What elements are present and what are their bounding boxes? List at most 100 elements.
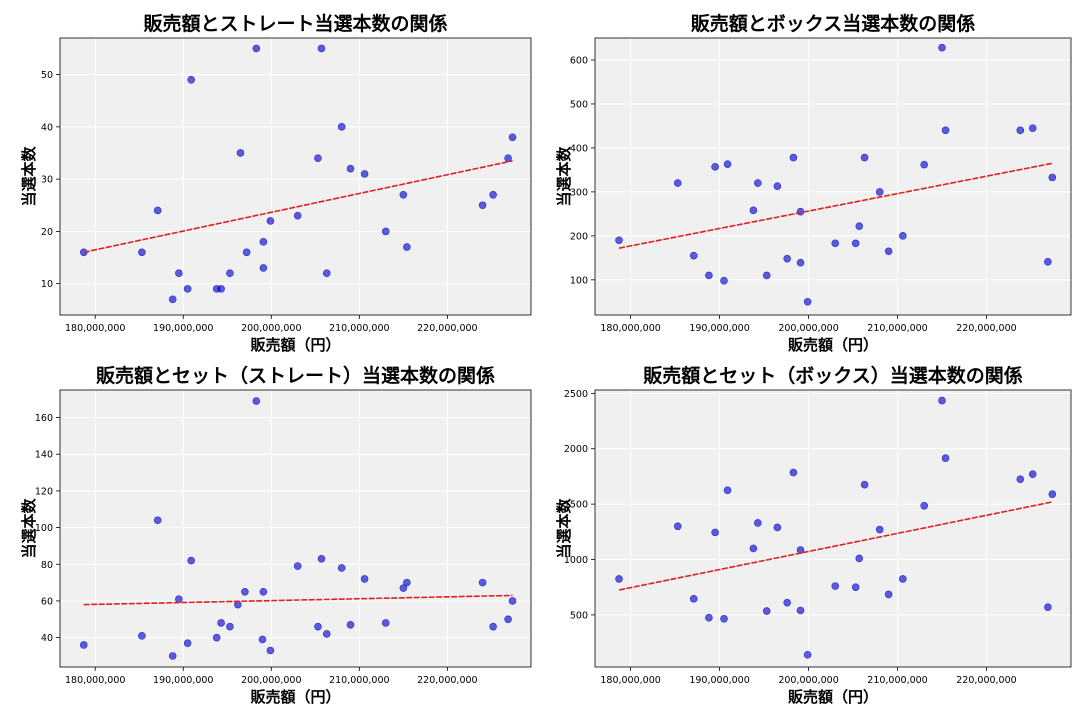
data-point [754, 519, 762, 527]
x-tick-label: 220,000,000 [956, 323, 1016, 334]
data-point [138, 248, 146, 257]
data-point [1028, 470, 1037, 479]
chart-title: 販売額とセット（ストレート）当選本数の関係 [96, 364, 495, 387]
chart-panel-1: 180,000,000 190,000,000 200,000,000 210,000… [20, 12, 532, 354]
x-axis-label: 販売額（円） [788, 336, 878, 354]
data-point [226, 269, 234, 277]
data-point [259, 264, 268, 272]
data-point [689, 251, 698, 260]
data-point [773, 523, 782, 532]
x-tick-label: 180,000,000 [65, 323, 125, 334]
chart-panel-3: 180,000,000 190,000,000 200,000,000 210,000… [20, 364, 532, 706]
data-point [831, 239, 840, 248]
y-tick-label: 10 [41, 279, 53, 290]
data-point [803, 651, 812, 659]
data-point [337, 123, 346, 131]
data-point [783, 598, 791, 607]
data-point [346, 164, 355, 173]
data-point [266, 646, 275, 655]
chart-title: 販売額とセット（ボックス）当選本数の関係 [643, 364, 1022, 387]
trend-line [83, 160, 513, 254]
data-point [360, 575, 369, 583]
data-point [860, 153, 869, 162]
data-point [183, 639, 192, 647]
data-point [615, 236, 623, 245]
y-tick-label: 2000 [564, 444, 588, 455]
data-point [259, 238, 268, 246]
y-tick-label: 160 [35, 413, 53, 424]
plot-area [595, 390, 1071, 667]
plot-frame [59, 37, 532, 316]
data-point [673, 179, 682, 187]
plot-frame [59, 389, 532, 668]
data-point [720, 615, 728, 623]
data-point [489, 190, 497, 199]
x-tick-label: 190,000,000 [153, 675, 213, 686]
x-tick-label: 210,000,000 [867, 675, 927, 686]
x-tick-label: 190,000,000 [689, 323, 749, 334]
y-tick-label: 1000 [564, 555, 588, 566]
data-point [258, 635, 267, 644]
y-tick-label: 80 [41, 560, 53, 571]
y-tick-label: 40 [41, 633, 53, 644]
chart-title: 販売額とストレート当選本数の関係 [143, 12, 447, 35]
data-point [875, 188, 884, 196]
trend-line [83, 594, 513, 606]
data-point [762, 607, 771, 615]
data-point [153, 206, 162, 215]
data-point [346, 621, 355, 629]
chart-panel-2: 180,000,000 190,000,000 200,000,000 210,000… [555, 12, 1072, 354]
data-point [749, 206, 758, 215]
data-point [860, 480, 869, 489]
data-point [168, 295, 177, 304]
data-point [403, 243, 411, 251]
data-point [266, 217, 275, 225]
y-tick-label: 500 [570, 99, 588, 110]
y-tick-label: 100 [570, 275, 588, 286]
data-point [360, 170, 369, 178]
data-point [1016, 475, 1025, 483]
x-tick-label: 210,000,000 [867, 323, 927, 334]
data-point [187, 76, 195, 84]
data-point [314, 622, 322, 631]
y-axis-label: 当選本数 [20, 498, 38, 559]
y-tick-label: 400 [570, 143, 588, 154]
data-point [920, 501, 928, 510]
data-point [293, 562, 302, 570]
data-point [789, 153, 798, 162]
data-point [1048, 490, 1057, 498]
plot-frame [594, 37, 1072, 316]
y-tick-label: 2500 [564, 389, 588, 400]
data-point [615, 575, 623, 583]
data-point [855, 554, 864, 563]
data-point [322, 269, 331, 277]
data-point [754, 179, 762, 187]
data-point [317, 44, 326, 53]
x-tick-label: 220,000,000 [956, 675, 1016, 686]
data-point [796, 606, 805, 615]
x-tick-label: 220,000,000 [417, 675, 477, 686]
data-point [673, 522, 682, 531]
y-tick-label: 100 [35, 523, 53, 534]
x-axis-label: 販売額（円） [788, 688, 878, 706]
data-point [884, 590, 893, 599]
data-point [705, 271, 713, 280]
data-point [504, 154, 512, 163]
y-tick-label: 300 [570, 187, 588, 198]
data-point [252, 397, 261, 405]
plot-frame [594, 389, 1072, 668]
data-point [259, 587, 268, 596]
data-point [783, 254, 791, 263]
x-tick-label: 200,000,000 [241, 323, 301, 334]
data-point [1044, 603, 1052, 611]
data-point [399, 584, 408, 592]
data-point [138, 632, 146, 640]
data-point [175, 595, 183, 603]
x-tick-label: 190,000,000 [689, 675, 749, 686]
data-point [720, 276, 728, 285]
y-tick-label: 20 [41, 227, 53, 238]
data-point [489, 622, 497, 631]
data-point [403, 578, 411, 587]
data-point [322, 630, 331, 638]
